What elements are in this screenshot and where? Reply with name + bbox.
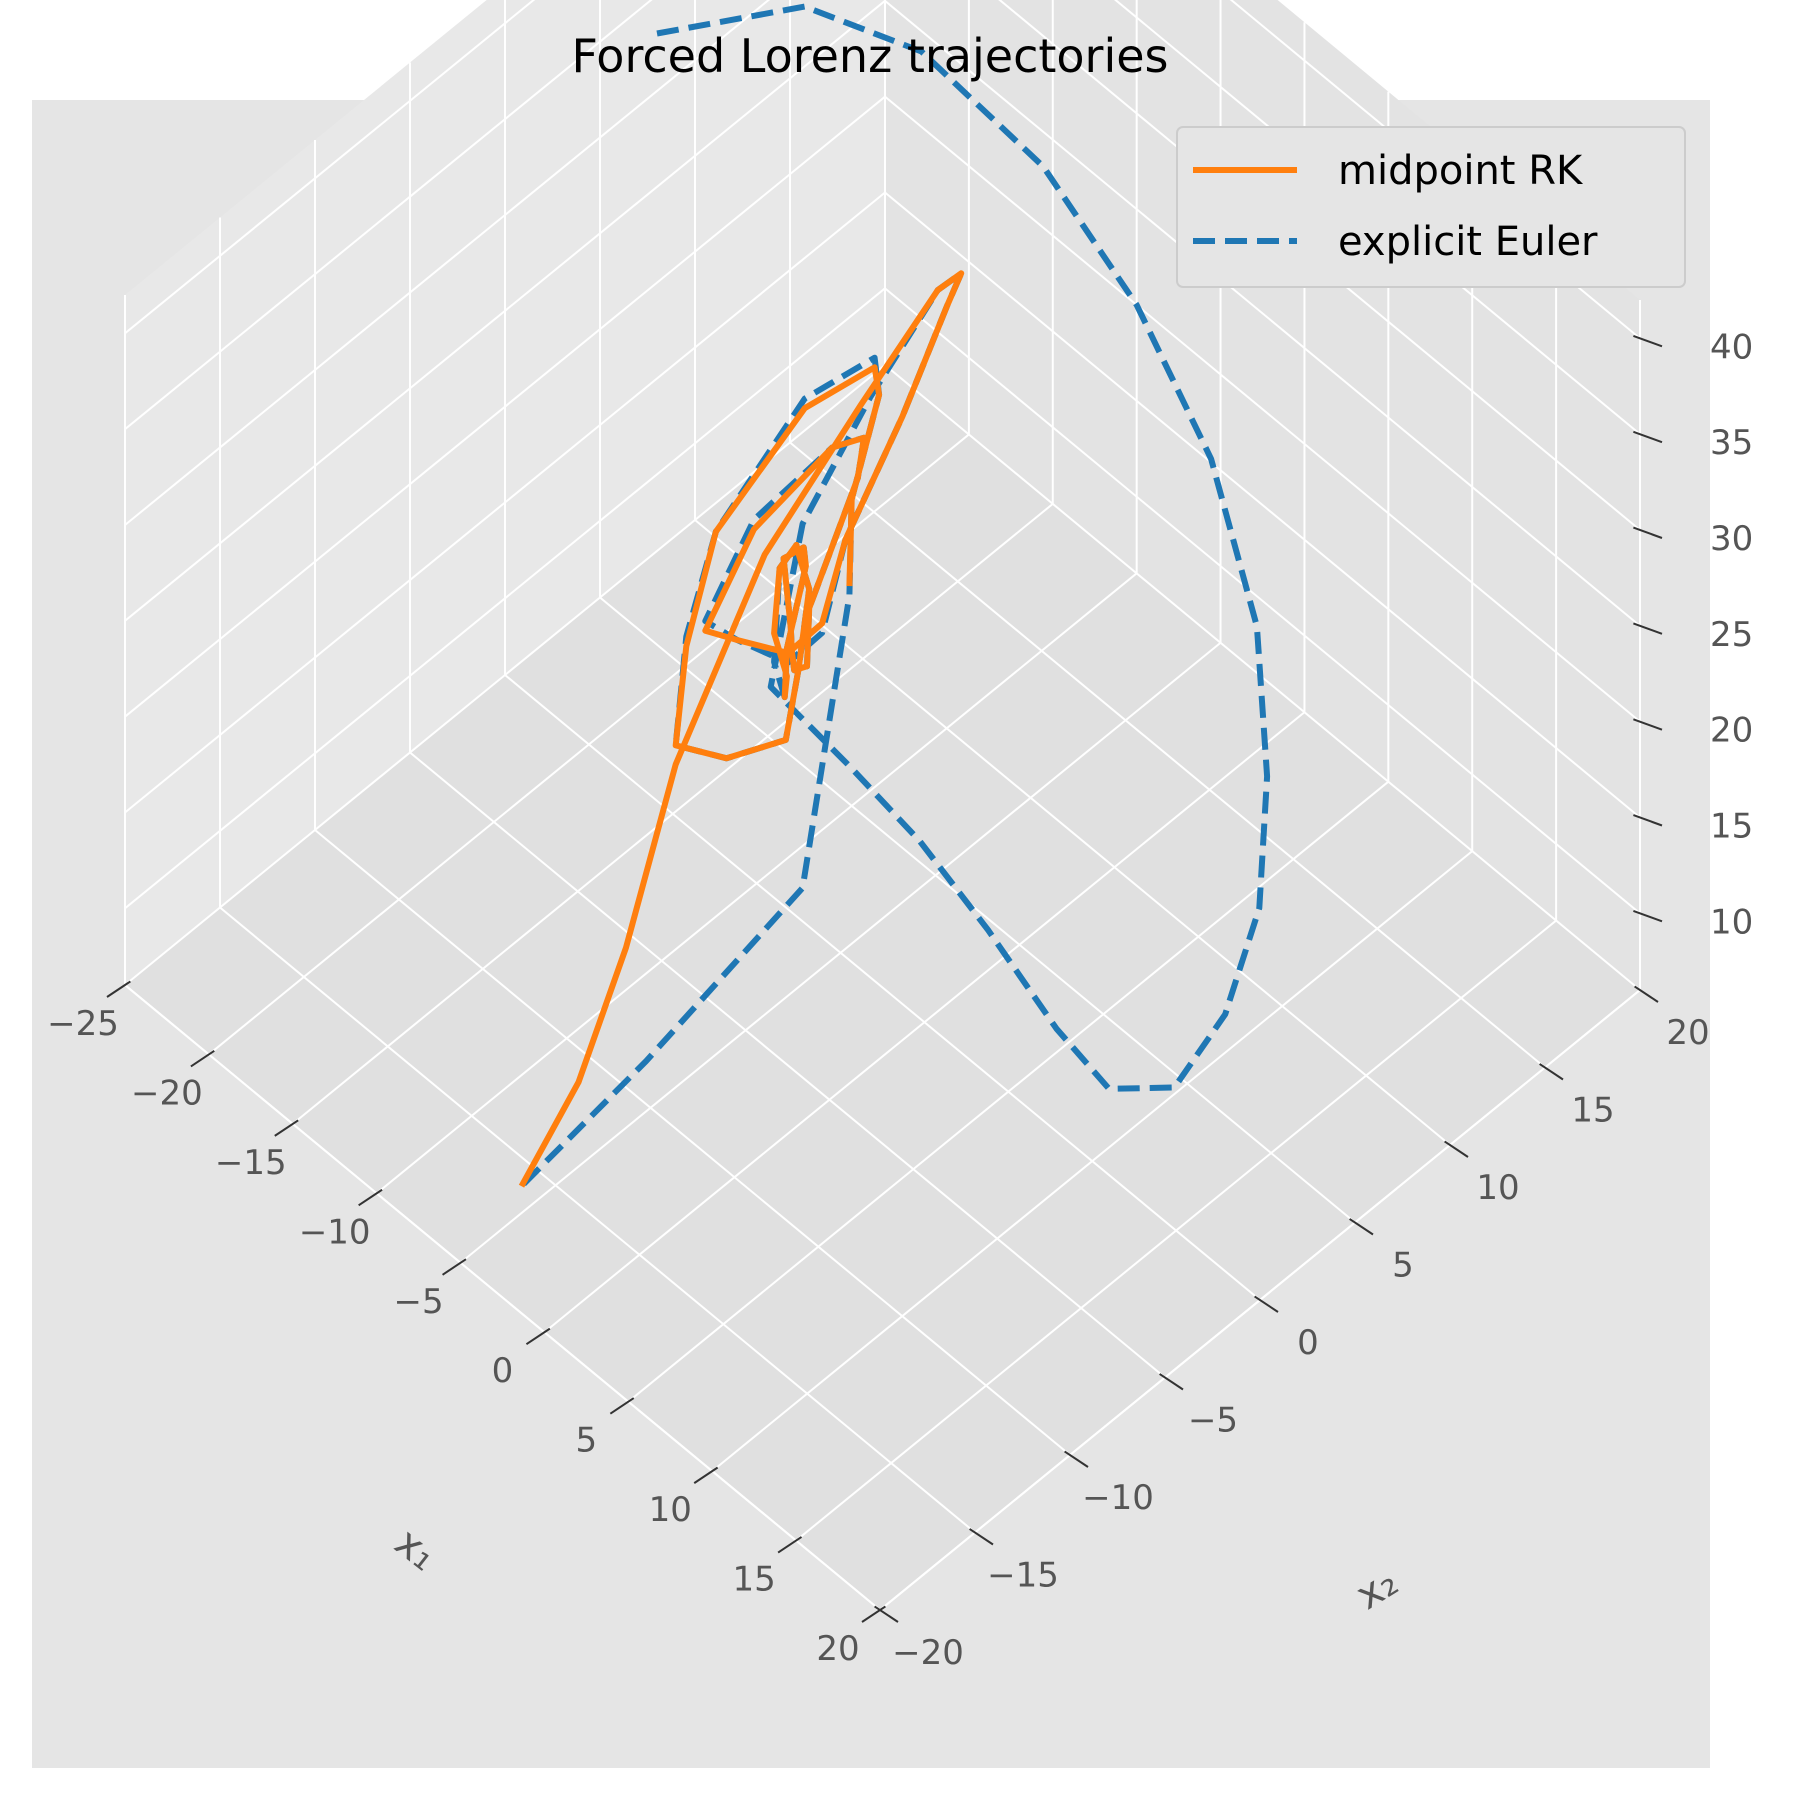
plot-area xyxy=(518,3,1271,1189)
x-tick-label: −10 xyxy=(299,1212,371,1252)
y-gridline-floor xyxy=(504,674,1261,1301)
x-tick-label: 5 xyxy=(575,1421,597,1461)
x-axis-line xyxy=(124,984,881,1611)
x-tick-label: −15 xyxy=(215,1143,287,1183)
legend-label-explicit-euler: explicit Euler xyxy=(1338,219,1598,265)
x-tick-label: −25 xyxy=(47,1004,119,1044)
z-tick-label: 20 xyxy=(1710,711,1753,751)
legend-frame xyxy=(1176,126,1686,288)
x-tick xyxy=(442,1258,467,1276)
x-tick xyxy=(609,1397,635,1415)
y-tick-label: −15 xyxy=(987,1556,1059,1596)
y-gridline-floor xyxy=(789,441,1546,1069)
z-gridline-left xyxy=(124,95,886,718)
y-tick-label: 15 xyxy=(1571,1091,1614,1131)
x-tick-label: 0 xyxy=(492,1351,514,1391)
z-gridline-left xyxy=(124,287,886,910)
legend: midpoint RK explicit Euler xyxy=(1176,126,1686,288)
z-tick-label: 25 xyxy=(1710,615,1753,655)
y-tick xyxy=(1539,1063,1564,1081)
z-gridline-left xyxy=(124,0,886,622)
y-tick xyxy=(969,1528,994,1546)
z-gridline-right xyxy=(884,0,1641,627)
y-tick-label: −5 xyxy=(1188,1401,1238,1441)
z-tick-label: 35 xyxy=(1710,423,1753,463)
y-tick xyxy=(1634,985,1659,1003)
y-tick-label: −20 xyxy=(892,1633,964,1673)
y-tick-label: 20 xyxy=(1666,1013,1709,1053)
axis-ticks: −25 −20 −15 −10 −5 0 5 10 15 20 −20 −15 −10 −5 0 5 10 15 2… xyxy=(47,300,1753,1673)
z-gridline-right xyxy=(884,191,1641,819)
x-tick-label: −5 xyxy=(394,1282,444,1322)
x-tick xyxy=(274,1119,299,1137)
x-tick xyxy=(358,1188,383,1207)
x-tick xyxy=(525,1327,551,1346)
z-tick xyxy=(1633,334,1663,348)
y-tick xyxy=(874,1605,899,1623)
z-tick xyxy=(1633,909,1663,923)
y-tick xyxy=(1159,1373,1184,1391)
y-tick-label: 5 xyxy=(1392,1246,1414,1286)
x-tick-label: 20 xyxy=(816,1629,859,1669)
y-tick xyxy=(1349,1218,1374,1236)
z-gridline-left xyxy=(124,191,886,814)
z-tick-label: 10 xyxy=(1710,902,1753,942)
x-tick-label: 15 xyxy=(732,1560,775,1600)
z-tick xyxy=(1633,718,1663,731)
z-tick xyxy=(1633,526,1663,539)
x-tick xyxy=(106,980,131,998)
z-gridline-right xyxy=(1113,0,1641,435)
grid xyxy=(124,0,1641,1611)
y-tick-label: 0 xyxy=(1297,1323,1319,1363)
legend-label-midpoint-rk: midpoint RK xyxy=(1338,148,1584,194)
chart-title: Forced Lorenz trajectories xyxy=(571,29,1168,83)
y-tick-label: −10 xyxy=(1082,1478,1154,1518)
x-tick xyxy=(190,1050,215,1068)
z-gridline-left xyxy=(124,0,771,526)
x-tick xyxy=(693,1466,719,1484)
z-gridline-left xyxy=(124,0,536,335)
z-tick-label: 30 xyxy=(1710,519,1753,559)
y-gridline-floor xyxy=(314,829,1071,1456)
y-gridline-floor xyxy=(219,906,976,1534)
z-gridline-left xyxy=(124,0,653,430)
y-tick-label: 10 xyxy=(1476,1168,1519,1208)
x-tick-label: 10 xyxy=(649,1490,692,1530)
z-gridline-right xyxy=(884,95,1641,723)
y-gridline-floor xyxy=(409,751,1166,1379)
x-tick-label: −20 xyxy=(131,1073,203,1113)
x-tick xyxy=(861,1605,886,1623)
y-tick xyxy=(1064,1450,1089,1468)
y-gridline-floor xyxy=(599,596,1356,1224)
z-tick xyxy=(1633,814,1663,827)
z-tick-label: 15 xyxy=(1710,807,1753,847)
z-tick xyxy=(1633,430,1663,444)
z-gridline-right xyxy=(884,287,1641,915)
y-tick xyxy=(1254,1295,1279,1313)
x-tick xyxy=(777,1536,803,1554)
z-tick-label: 40 xyxy=(1710,327,1753,367)
y-tick xyxy=(1444,1140,1469,1158)
z-tick xyxy=(1633,622,1663,635)
series-line-midpoint-rk xyxy=(518,270,965,1188)
